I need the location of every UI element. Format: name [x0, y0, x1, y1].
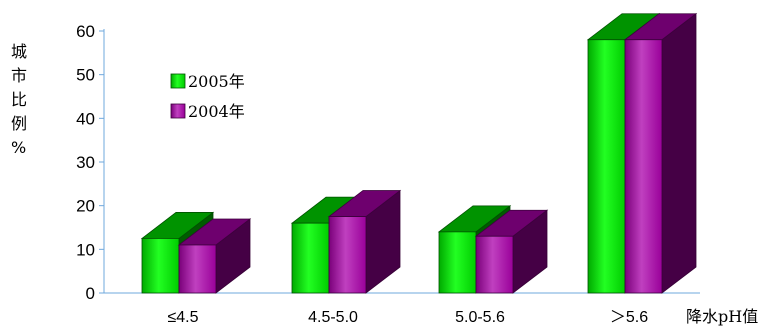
bar-front	[624, 39, 663, 294]
legend-label: 2004年	[188, 102, 245, 121]
y-tick-label: 20	[76, 197, 95, 216]
y-axis-label-char: 例	[11, 114, 27, 133]
y-axis-label-char: 比	[11, 90, 27, 109]
y-tick-label: 60	[76, 22, 95, 41]
bar-1-3	[623, 12, 698, 294]
x-tick-label: ≤4.5	[167, 309, 198, 326]
bar-side	[661, 12, 697, 294]
bar-front	[141, 238, 180, 294]
x-tick-label: ＞5.6	[610, 309, 648, 326]
y-tick-label: 10	[76, 240, 95, 259]
legend-swatch	[170, 103, 186, 119]
legend-item: 2004年	[170, 102, 245, 121]
y-tick-label: 0	[86, 284, 95, 303]
y-axis-label-char: 城	[11, 42, 27, 61]
bar-1-0	[177, 218, 252, 294]
y-axis-label-char: %	[11, 138, 26, 157]
legend-swatch	[170, 73, 186, 89]
y-axis-label-char: 市	[11, 66, 27, 85]
bar-1-1	[327, 189, 402, 294]
x-tick-label: 4.5-5.0	[308, 309, 358, 326]
bar-1-2	[474, 209, 549, 294]
bar-front	[587, 39, 626, 294]
y-tick-label: 40	[76, 109, 95, 128]
bar-front	[328, 216, 367, 294]
y-tick-label: 50	[76, 66, 95, 85]
y-tick-label: 30	[76, 153, 95, 172]
legend-item: 2005年	[170, 72, 245, 91]
legend-label: 2005年	[188, 72, 245, 91]
bar-front	[291, 222, 330, 294]
bar-front	[178, 244, 217, 294]
x-axis-label: 降水pH值	[686, 307, 758, 326]
bar-front	[475, 235, 514, 294]
x-tick-label: 5.0-5.6	[455, 309, 505, 326]
bar-front	[438, 231, 477, 294]
